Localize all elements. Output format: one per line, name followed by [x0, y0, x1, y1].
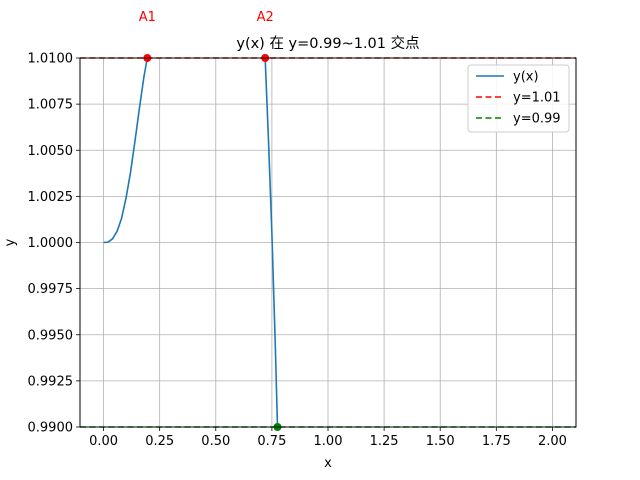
y-tick-label: 1.0000: [28, 236, 74, 251]
y-tick-label: 0.9975: [28, 282, 74, 297]
intersection-points: A1 A2: [139, 10, 282, 431]
y-axis-label: y: [3, 238, 18, 246]
y-tick-label: 0.9900: [28, 421, 74, 436]
x-tick-label: 0.25: [145, 434, 174, 449]
y-tick-label: 1.0100: [28, 52, 74, 67]
x-axis-label: x: [324, 456, 332, 471]
x-tick-label: 1.25: [370, 434, 399, 449]
series-line-0: [264, 57, 279, 428]
legend-box: [467, 64, 570, 133]
y-axis-ticks: 0.9900 0.9925 0.9950 0.9975 1.0000 1.0025 1.00…: [28, 52, 80, 436]
legend: y(x) y=1.01 y=0.99: [467, 64, 570, 133]
y-tick-label: 1.0050: [28, 144, 74, 159]
x-tick-label: 0.00: [89, 434, 118, 449]
x-tick-label: 1.50: [426, 434, 455, 449]
series-layer: [103, 57, 279, 428]
x-tick-label: 2.00: [538, 434, 567, 449]
y-tick-label: 0.9925: [28, 374, 74, 389]
x-tick-label: 0.75: [257, 434, 286, 449]
y-tick-label: 0.9950: [28, 328, 74, 343]
legend-entry: y=1.01: [513, 91, 561, 106]
point-label: A2: [257, 10, 274, 25]
point-label: A1: [139, 10, 156, 25]
y-tick-label: 1.0025: [28, 190, 74, 205]
x-axis-ticks: 0.00 0.25 0.50 0.75 1.00 1.25 1.50 1.75 2.00: [89, 427, 567, 449]
legend-entry: y=0.99: [513, 112, 561, 127]
legend-entry: y(x): [513, 70, 539, 85]
x-tick-label: 1.75: [482, 434, 511, 449]
series-line-0: [103, 57, 149, 244]
x-tick-label: 1.00: [314, 434, 343, 449]
chart-title: y(x) 在 y=0.99~1.01 交点: [236, 34, 419, 52]
y-tick-label: 1.0075: [28, 98, 74, 113]
x-tick-label: 0.50: [201, 434, 230, 449]
